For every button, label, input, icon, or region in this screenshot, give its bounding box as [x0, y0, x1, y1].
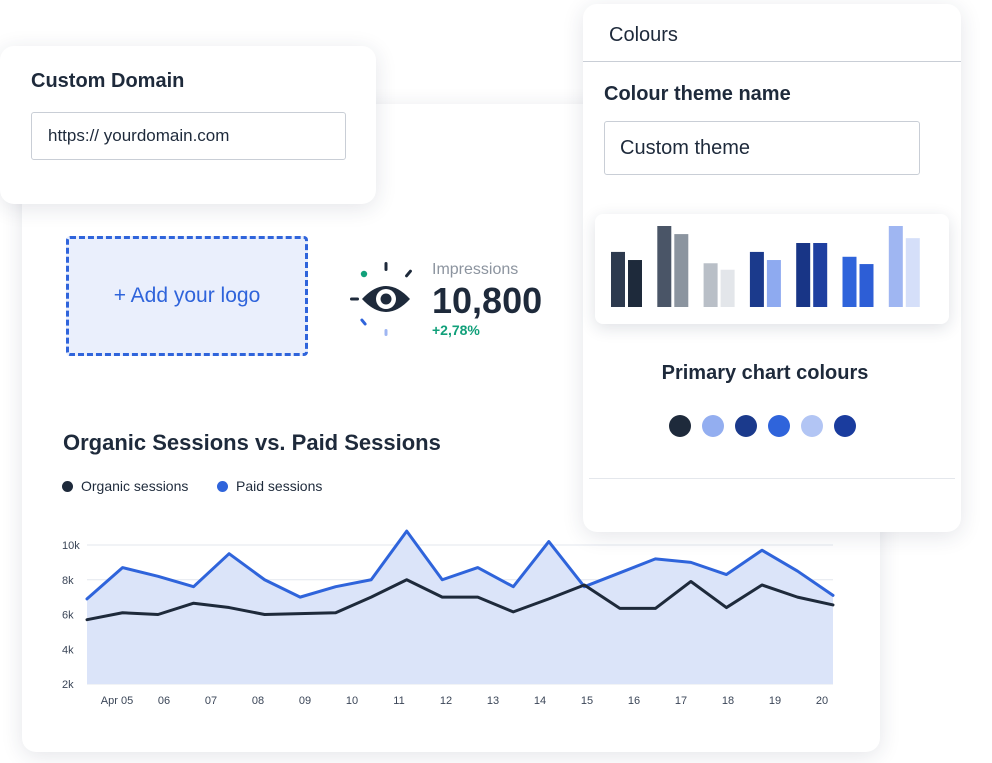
custom-domain-title: Custom Domain	[31, 70, 185, 92]
colour-swatch[interactable]	[801, 415, 823, 437]
preview-bar	[905, 238, 920, 307]
colour-swatch[interactable]	[834, 415, 856, 437]
preview-bar	[720, 269, 735, 307]
colour-swatch[interactable]	[768, 415, 790, 437]
colour-swatch[interactable]	[669, 415, 691, 437]
preview-bar	[628, 260, 642, 307]
impressions-delta: +2,78%	[432, 322, 480, 338]
preview-bar	[888, 226, 903, 307]
colour-preview-bars	[611, 226, 920, 307]
eye-ray-top	[384, 262, 388, 271]
legend-paid-label: Paid sessions	[236, 478, 323, 494]
eye-ray-top-right	[405, 269, 412, 278]
colours-card: Colours Colour theme name Custom theme P…	[583, 4, 961, 532]
colour-preview-card	[595, 214, 949, 324]
preview-bar	[796, 243, 811, 307]
legend-organic[interactable]: Organic sessions	[62, 478, 188, 494]
preview-bar	[859, 264, 874, 307]
legend-paid-dot	[217, 480, 228, 492]
domain-input[interactable]: https:// yourdomain.com	[31, 112, 346, 160]
colour-swatch[interactable]	[735, 415, 757, 437]
divider	[583, 61, 961, 62]
preview-bar	[703, 263, 718, 307]
impressions-label: Impressions	[432, 261, 519, 278]
preview-bar	[749, 251, 764, 307]
eye-icon	[350, 262, 412, 336]
colour-swatch[interactable]	[702, 415, 724, 437]
eye-ray-bottom	[384, 329, 388, 336]
add-logo-label: + Add your logo	[113, 284, 261, 307]
divider	[589, 478, 955, 479]
legend-organic-label: Organic sessions	[81, 478, 189, 494]
eye-ray-left	[350, 297, 359, 301]
theme-name-label: Colour theme name	[604, 83, 791, 105]
colours-header: Colours	[609, 24, 678, 46]
impressions-value: 10,800	[432, 280, 543, 321]
preview-bar	[842, 256, 857, 307]
theme-name-input[interactable]: Custom theme	[604, 121, 920, 175]
add-logo-button[interactable]: + Add your logo	[66, 236, 308, 356]
preview-bar	[657, 226, 672, 307]
legend-paid[interactable]: Paid sessions	[217, 478, 322, 494]
preview-bar	[674, 234, 689, 307]
eye-ray-bottom-left	[360, 318, 367, 326]
eye-pupil	[380, 293, 392, 305]
colour-swatches	[669, 415, 856, 437]
preview-bar	[611, 251, 625, 307]
eye-ray-top-left	[360, 270, 368, 278]
primary-colours-label: Primary chart colours	[661, 362, 869, 384]
preview-bar	[813, 243, 828, 307]
chart-title: Organic Sessions vs. Paid Sessions	[63, 430, 441, 455]
legend-organic-dot	[62, 480, 73, 492]
preview-bar	[766, 260, 781, 307]
